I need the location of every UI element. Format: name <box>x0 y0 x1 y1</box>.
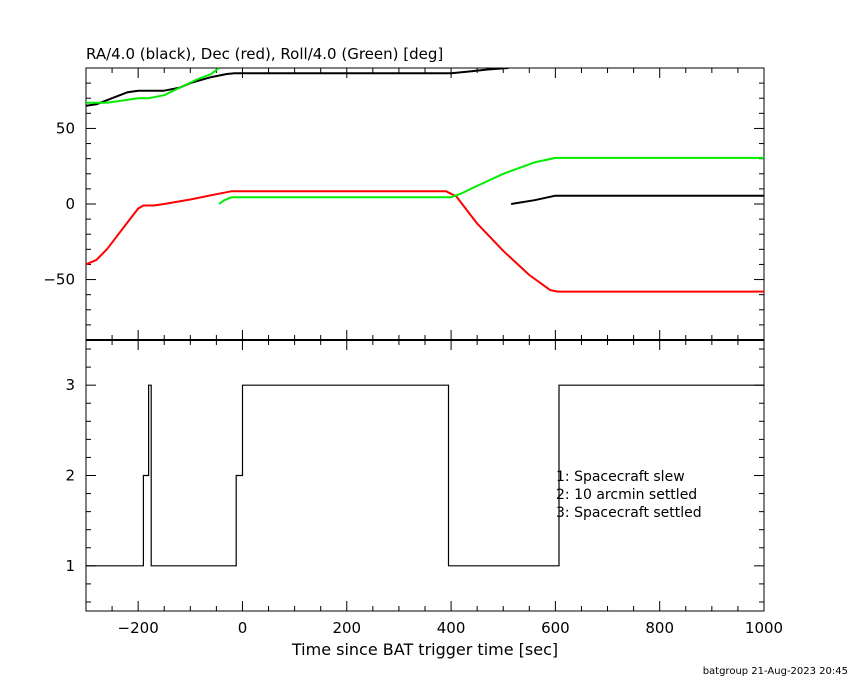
footer-stamp: batgroup 21-Aug-2023 20:45 <box>703 666 848 677</box>
upper-panel-title: RA/4.0 (black), Dec (red), Roll/4.0 (Gre… <box>86 45 443 63</box>
x-tick-label: −200 <box>118 619 159 637</box>
series-ra-segment-0 <box>86 72 452 107</box>
legend-item-2: 2: 10 arcmin settled <box>556 487 697 503</box>
x-tick-label: 200 <box>332 619 361 637</box>
legend-item-3: 3: Spacecraft settled <box>556 505 702 521</box>
x-tick-label: 400 <box>437 619 466 637</box>
x-tick-label: 600 <box>541 619 570 637</box>
y-tick-label: 2 <box>65 467 75 485</box>
x-tick-label: 1000 <box>745 619 783 637</box>
upper-panel-series <box>86 68 764 293</box>
x-tick-label: 800 <box>645 619 674 637</box>
series-dec-segment-0 <box>86 190 764 293</box>
upper-panel-frame <box>85 67 765 341</box>
y-tick-label: 1 <box>65 557 75 575</box>
series-ra-segment-1 <box>451 68 509 75</box>
x-axis-label: Time since BAT trigger time [sec] <box>291 640 558 659</box>
y-tick-label: 50 <box>56 119 75 137</box>
x-tick-label: 0 <box>238 619 248 637</box>
settle-state-line <box>86 384 764 567</box>
lower-panel-series <box>86 384 764 567</box>
series-roll-segment-0 <box>86 68 220 104</box>
y-tick-label: 3 <box>65 376 75 394</box>
series-roll-segment-1 <box>218 156 764 205</box>
legend-item-1: 1: Spacecraft slew <box>556 469 685 485</box>
y-tick-label: −50 <box>43 271 75 289</box>
tick-labels: −200 0 200 400 600 800 1000 −50 0 50 1 2 3 <box>43 119 783 637</box>
series-ra-segment-2 <box>510 194 764 205</box>
axis-ticks <box>85 67 765 611</box>
y-tick-label: 0 <box>65 195 75 213</box>
